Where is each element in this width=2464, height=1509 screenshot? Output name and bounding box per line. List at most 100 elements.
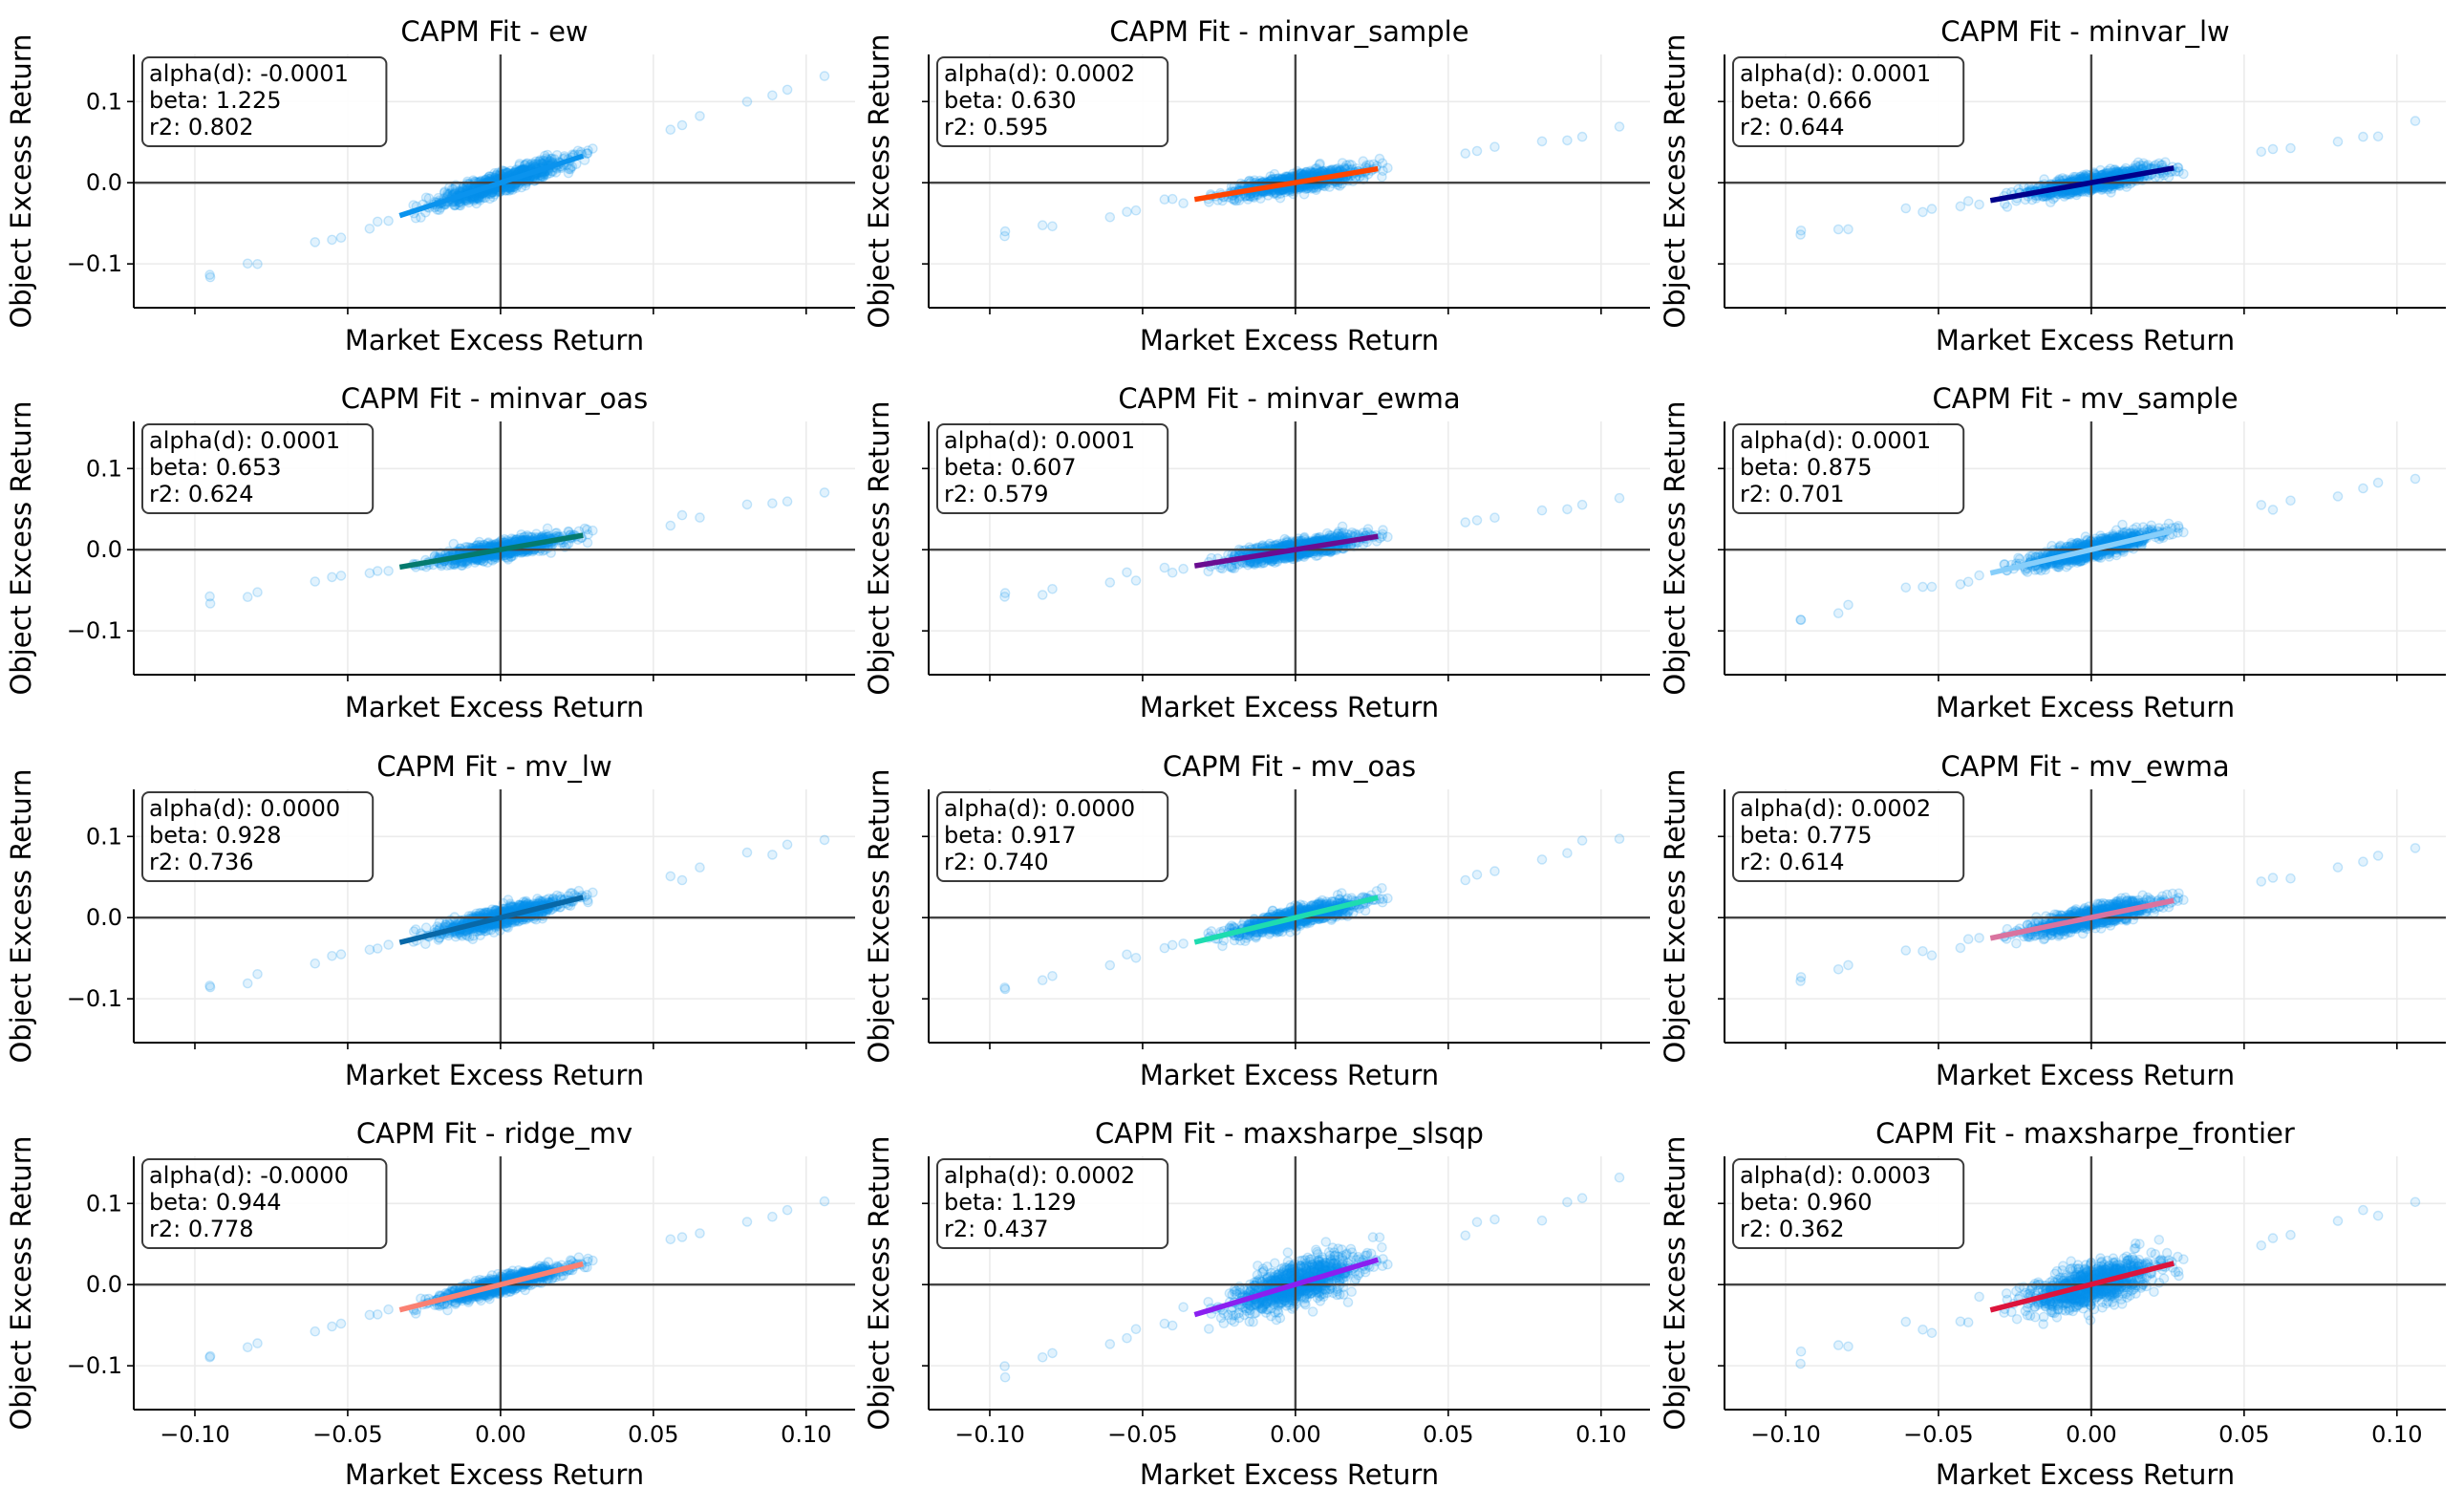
scatter-point bbox=[474, 195, 485, 205]
scatter-point bbox=[449, 200, 461, 211]
scatter-point bbox=[542, 149, 553, 161]
scatter-point bbox=[540, 150, 550, 162]
subplot-title: CAPM Fit - ew bbox=[400, 15, 588, 48]
scatter-point bbox=[533, 156, 545, 167]
scatter-point bbox=[1382, 162, 1393, 174]
scatter-point bbox=[480, 192, 491, 204]
scatter-point bbox=[439, 186, 450, 197]
scatter-point bbox=[741, 499, 753, 510]
scatter-point bbox=[471, 193, 482, 205]
y-axis-label: Object Excess Return bbox=[5, 33, 37, 328]
scatter-point bbox=[1229, 195, 1240, 205]
scatter-point bbox=[473, 193, 484, 204]
scatter-point bbox=[383, 566, 394, 576]
scatter-point bbox=[1271, 187, 1281, 199]
scatter-point bbox=[767, 498, 778, 509]
scatter-point bbox=[469, 194, 480, 205]
scatter-point bbox=[1460, 148, 1471, 159]
scatter-point bbox=[504, 185, 515, 196]
subplot-title: CAPM Fit - minvar_sample bbox=[1109, 15, 1468, 48]
scatter-point bbox=[1536, 505, 1548, 516]
scatter-point bbox=[2141, 161, 2152, 172]
scatter-point bbox=[1337, 158, 1348, 168]
scatter-point bbox=[511, 164, 522, 175]
scatter-point bbox=[782, 84, 793, 96]
scatter-point bbox=[423, 193, 435, 204]
y-tick-label: −0.1 bbox=[67, 617, 122, 644]
scatter-point bbox=[2372, 131, 2384, 142]
scatter-point bbox=[242, 258, 253, 269]
scatter-point bbox=[1358, 156, 1369, 166]
scatter-point bbox=[999, 230, 1010, 242]
alpha-label: alpha(d): -0.0001 bbox=[149, 60, 349, 87]
scatter-point bbox=[1272, 189, 1282, 201]
scatter-point bbox=[1378, 165, 1388, 177]
scatter-point bbox=[372, 566, 383, 576]
scatter-point bbox=[2332, 136, 2344, 147]
scatter-point bbox=[1047, 221, 1058, 232]
scatter-point bbox=[526, 158, 538, 169]
scatter-point bbox=[2267, 143, 2279, 155]
scatter-point bbox=[1374, 153, 1385, 164]
scatter-point bbox=[474, 192, 484, 203]
scatter-point bbox=[1300, 166, 1312, 178]
y-axis-label: Object Excess Return bbox=[1659, 33, 1691, 328]
scatter-point bbox=[1269, 188, 1279, 199]
scatter-point bbox=[1178, 563, 1189, 574]
scatter-point bbox=[485, 188, 497, 200]
scatter-point bbox=[1311, 184, 1321, 196]
scatter-point bbox=[455, 200, 466, 211]
scatter-point bbox=[741, 97, 753, 107]
scatter-point bbox=[2410, 116, 2421, 126]
scatter-point bbox=[1576, 131, 1588, 142]
scatter-point bbox=[416, 212, 426, 223]
x-axis-label: Market Excess Return bbox=[345, 691, 644, 723]
scatter-point bbox=[372, 216, 383, 227]
scatter-point bbox=[542, 154, 553, 165]
scatter-point bbox=[2285, 142, 2296, 154]
scatter-point bbox=[1317, 165, 1328, 177]
scatter-point bbox=[1130, 205, 1142, 216]
scatter-point bbox=[546, 153, 557, 164]
beta-label: beta: 0.666 bbox=[1740, 87, 1873, 114]
scatter-point bbox=[503, 167, 513, 179]
scatter-point bbox=[564, 163, 574, 175]
scatter-point bbox=[472, 192, 483, 204]
scatter-point bbox=[1167, 567, 1178, 578]
scatter-point bbox=[1346, 160, 1357, 170]
scatter-point bbox=[1460, 517, 1471, 528]
scatter-point bbox=[252, 587, 263, 598]
x-axis-label: Market Excess Return bbox=[345, 324, 644, 356]
scatter-point bbox=[2174, 166, 2184, 177]
scatter-point bbox=[565, 163, 576, 175]
scatter-point bbox=[1242, 194, 1253, 205]
scatter-point bbox=[439, 187, 450, 199]
scatter-point bbox=[2358, 131, 2368, 142]
x-axis-label: Market Excess Return bbox=[1140, 324, 1439, 356]
scatter-point bbox=[583, 145, 593, 156]
scatter-point bbox=[1926, 204, 1938, 214]
scatter-point bbox=[2045, 197, 2056, 207]
fit-line bbox=[398, 153, 585, 219]
scatter-point bbox=[1306, 183, 1317, 194]
scatter-point bbox=[588, 143, 598, 154]
scatter-point bbox=[665, 124, 676, 135]
scatter-point bbox=[551, 149, 563, 161]
scatter-point bbox=[1974, 199, 1984, 210]
scatter-point bbox=[1300, 167, 1312, 178]
scatter-point bbox=[1296, 168, 1307, 179]
scatter-point bbox=[1280, 171, 1292, 182]
scatter-point bbox=[530, 156, 542, 167]
scatter-point bbox=[1305, 166, 1317, 178]
scatter-point bbox=[1269, 168, 1280, 180]
scatter-point bbox=[455, 198, 466, 208]
scatter-point bbox=[1300, 183, 1312, 195]
scatter-point bbox=[483, 171, 495, 183]
scatter-point bbox=[1130, 575, 1142, 586]
scatter-point bbox=[484, 188, 496, 200]
scatter-point bbox=[1167, 193, 1178, 205]
y-axis-label: Object Excess Return bbox=[5, 400, 37, 695]
